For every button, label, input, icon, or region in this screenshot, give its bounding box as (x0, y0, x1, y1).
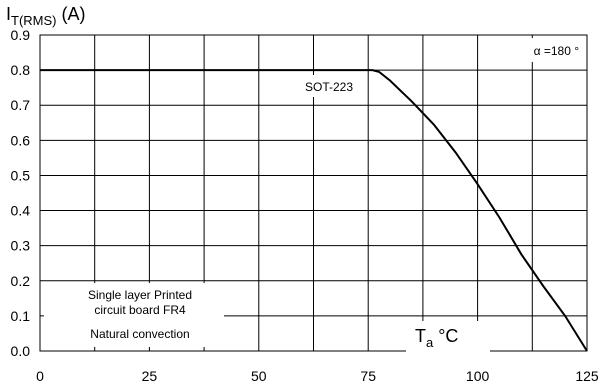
board-info-box (44, 283, 224, 347)
convection-label: Natural convection (90, 327, 189, 341)
y-axis-label: IT(RMS) (A) (6, 4, 86, 28)
x-tick-label: 0 (36, 368, 44, 384)
alpha-label: α =180 ° (534, 44, 580, 58)
x-tick-labels: 0 25 50 75 100 125 (36, 368, 599, 384)
x-tick-label: 125 (575, 368, 599, 384)
y-tick-label: 0.1 (11, 308, 31, 324)
alpha-label-box (496, 38, 586, 62)
x-tick-label: 100 (466, 368, 490, 384)
plot-frame (39, 34, 588, 352)
pcb-label-line2: circuit board FR4 (94, 303, 186, 317)
y-tick-label: 0.6 (11, 132, 31, 148)
x-axis-label-box (406, 321, 490, 353)
y-tick-label: 0.3 (11, 238, 31, 254)
pcb-label-line1: Single layer Printed (88, 288, 192, 302)
y-tick-label: 0.2 (11, 273, 31, 289)
derating-curve (40, 69, 588, 352)
y-tick-label: 0.4 (11, 203, 31, 219)
package-label-box (292, 75, 366, 97)
y-tick-label: 0.0 (11, 343, 31, 359)
x-axis-label: Ta °C (415, 326, 458, 350)
y-tick-label: 0.7 (11, 97, 31, 113)
x-tick-label: 25 (142, 368, 158, 384)
y-tick-labels: 0.0 0.1 0.2 0.3 0.4 0.5 0.6 0.7 0.8 0.9 (11, 27, 31, 359)
package-label: SOT-223 (305, 80, 353, 94)
y-tick-label: 0.5 (11, 167, 31, 183)
y-tick-label: 0.8 (11, 62, 31, 78)
x-tick-label: 50 (251, 368, 267, 384)
y-tick-label: 0.9 (11, 27, 31, 43)
x-tick-label: 75 (360, 368, 376, 384)
